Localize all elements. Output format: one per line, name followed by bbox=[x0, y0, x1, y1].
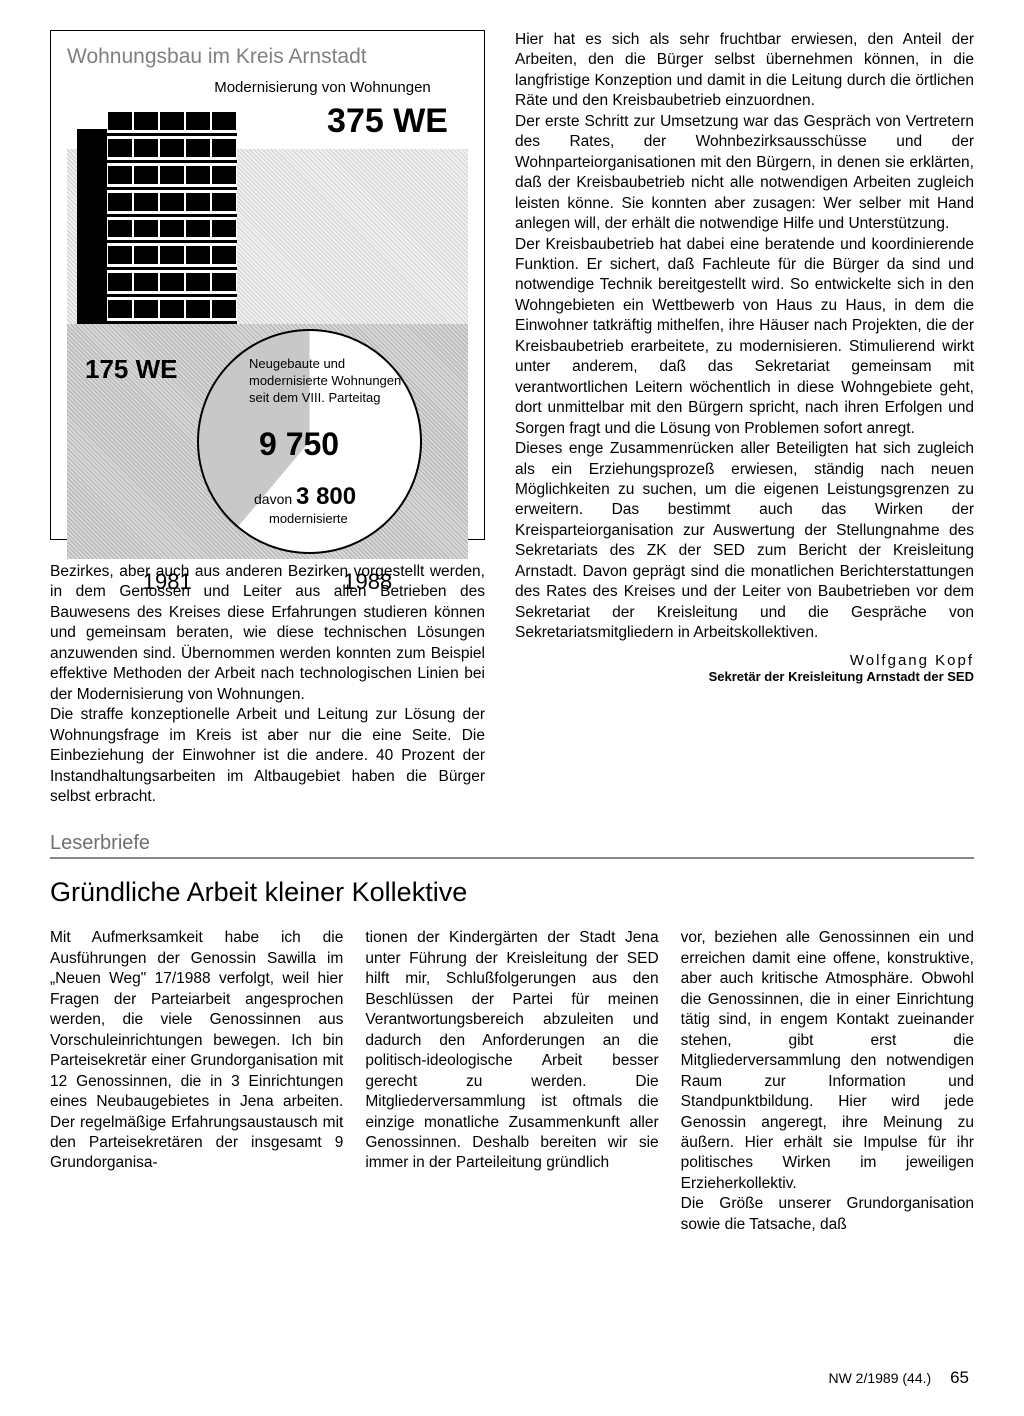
building-graphic-area bbox=[67, 149, 468, 324]
pie-chart: Neugebaute und modernisierte Wohnungen s… bbox=[197, 329, 422, 554]
issue-reference: NW 2/1989 (44.) bbox=[828, 1370, 931, 1386]
left-column-body: Bezirkes, aber auch aus anderen Bezirken… bbox=[50, 562, 485, 807]
right-para-1: Hier hat es sich als sehr fruchtbar erwi… bbox=[515, 30, 974, 112]
author-role: Sekretär der Kreisleitung Arnstadt der S… bbox=[515, 669, 974, 684]
right-para-4: Dieses enge Zusammenrücken aller Beteili… bbox=[515, 439, 974, 644]
author-name: Wolfgang Kopf bbox=[515, 652, 974, 669]
letter-col-1: Mit Aufmerksamkeit habe ich die Ausführu… bbox=[50, 928, 343, 1235]
pie-label: Neugebaute und modernisierte Wohnungen s… bbox=[249, 356, 401, 407]
three-column-body: Mit Aufmerksamkeit habe ich die Ausführu… bbox=[50, 928, 974, 1235]
housing-infographic: Wohnungsbau im Kreis Arnstadt Modernisie… bbox=[50, 30, 485, 540]
letter-col-3: vor, beziehen alle Genossinnen ein und e… bbox=[681, 928, 974, 1235]
right-para-2: Der erste Schritt zur Umsetzung war das … bbox=[515, 112, 974, 235]
pie-modernisierte-label: modernisierte bbox=[269, 511, 348, 526]
section-leserbriefe: Leserbriefe bbox=[50, 832, 974, 859]
infographic-subtitle: Modernisierung von Wohnungen bbox=[177, 79, 468, 96]
section-label: Leserbriefe bbox=[50, 832, 150, 855]
pie-subset-label: davon 3 800 bbox=[254, 483, 356, 511]
building-icon bbox=[77, 109, 237, 324]
page-footer: NW 2/1989 (44.) 65 bbox=[828, 1368, 969, 1388]
right-para-3: Der Kreisbaubetrieb hat dabei eine berat… bbox=[515, 235, 974, 440]
right-column-body: Hier hat es sich als sehr fruchtbar erwi… bbox=[515, 30, 974, 644]
left-para-2: Die straffe konzeptionelle Arbeit und Le… bbox=[50, 705, 485, 807]
author-byline: Wolfgang Kopf Sekretär der Kreisleitung … bbox=[515, 652, 974, 684]
value-175-we: 175 WE bbox=[85, 354, 178, 385]
pie-chart-area: 175 WE Neugebaute und modernisierte Wohn… bbox=[67, 324, 468, 559]
article-headline: Gründliche Arbeit kleiner Kollektive bbox=[50, 877, 974, 908]
letter-col-2: tionen der Kindergärten der Stadt Jena u… bbox=[365, 928, 658, 1235]
year-1988: 1988 bbox=[343, 569, 392, 595]
year-1981: 1981 bbox=[143, 569, 192, 595]
year-axis: 1981 1988 bbox=[67, 569, 468, 595]
infographic-title: Wohnungsbau im Kreis Arnstadt bbox=[67, 45, 468, 69]
pie-total-value: 9 750 bbox=[259, 426, 339, 463]
page-number: 65 bbox=[950, 1368, 969, 1387]
